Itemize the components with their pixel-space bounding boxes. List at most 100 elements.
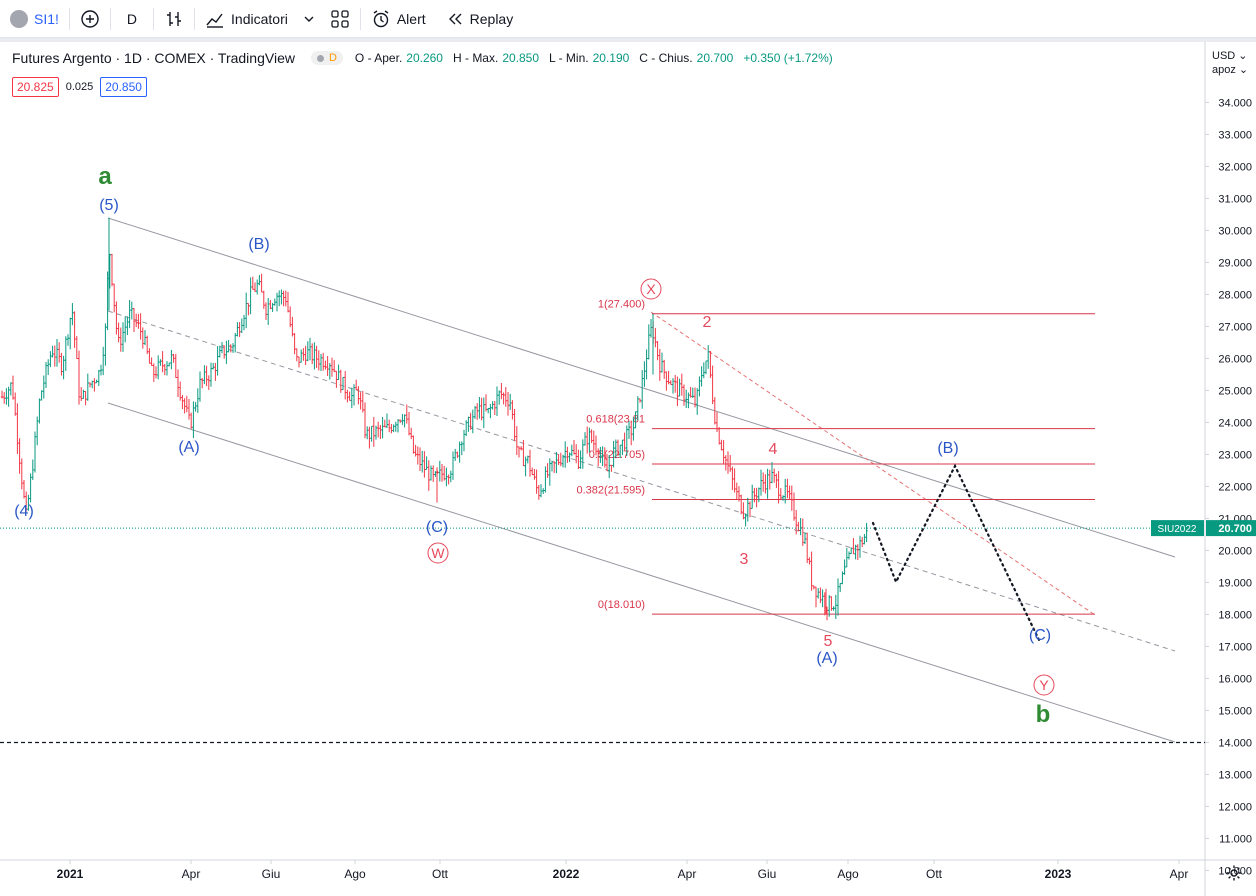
ohlc-bar	[570, 444, 573, 457]
compare-button[interactable]	[70, 0, 110, 38]
ohlc-bar	[251, 276, 254, 290]
price-axis	[1205, 42, 1256, 896]
ohlc-bar	[143, 330, 147, 346]
price-tick-label: 13.000	[1218, 770, 1252, 782]
ohlc-bar	[418, 447, 422, 471]
buy-price-button[interactable]: 20.850	[100, 77, 147, 97]
ohlc-bar	[379, 424, 382, 440]
toolbar-separator-band	[0, 38, 1256, 42]
ohlc-bar	[264, 302, 268, 320]
ohlc-bar	[31, 459, 34, 481]
ohlc-bar	[467, 416, 470, 432]
ohlc-bar	[152, 363, 155, 382]
ohlc-bar	[317, 350, 320, 371]
ohlc-bar	[429, 465, 433, 481]
wave-label-C1: (C)	[426, 519, 448, 536]
templates-button[interactable]	[320, 0, 360, 38]
ohlc-bar	[810, 551, 813, 591]
ohlc-bar	[768, 469, 771, 490]
ohlc-bar	[819, 587, 822, 604]
ohlc-bar	[610, 464, 613, 472]
ohlc-bar	[524, 456, 527, 477]
ohlc-bar	[234, 332, 237, 353]
ohlc-bar	[746, 497, 749, 522]
wave-label-b: b	[1036, 701, 1051, 728]
chevron-down-icon: ⌄	[1238, 64, 1249, 76]
ohlc-bar	[36, 416, 39, 446]
price-tick-label: 12.000	[1218, 802, 1252, 814]
ohlc-bar	[753, 487, 756, 503]
symbol-search-button[interactable]: SI1!	[0, 0, 69, 38]
chart-settings-button[interactable]	[1225, 864, 1245, 884]
ohlc-bar	[520, 446, 523, 451]
ohlc-bar	[385, 413, 389, 429]
ohlc-bar	[685, 389, 688, 409]
ohlc-bar	[669, 380, 672, 386]
ohlc-bar	[319, 353, 323, 372]
ohlc-bar	[707, 345, 710, 369]
chevron-down-icon	[304, 16, 314, 22]
interval-button[interactable]: D	[111, 0, 153, 38]
ohlc-bar	[539, 484, 543, 498]
replay-button[interactable]: Replay	[436, 0, 524, 38]
chart-style-button[interactable]	[154, 0, 194, 38]
ohlc-bar	[445, 467, 448, 487]
ohlc-bar	[174, 353, 177, 379]
alert-button[interactable]: Alert	[361, 0, 436, 38]
ohlc-bar	[170, 349, 173, 370]
rewind-icon	[448, 13, 462, 24]
ohlc-bar	[674, 374, 677, 393]
ohlc-bar	[253, 282, 257, 292]
ohlc-bar	[110, 253, 114, 287]
time-tick-label: Apr	[678, 867, 697, 881]
price-axis-controls: USD ⌄ apoz ⌄	[1212, 46, 1248, 80]
ohlc-bar	[790, 485, 793, 511]
ohlc-bar	[308, 337, 312, 361]
interval-label: D	[126, 10, 138, 27]
wave-label-W-circle	[427, 542, 449, 564]
ohlc-bar	[212, 362, 215, 370]
indicators-dropdown-button[interactable]	[298, 0, 320, 38]
ohlc-bar	[834, 594, 837, 619]
ohlc-bar	[18, 438, 21, 474]
ohlc-bar	[280, 289, 283, 305]
ohlc-bar	[82, 389, 85, 399]
ohlc-bar	[69, 317, 72, 350]
alarm-clock-icon	[373, 9, 389, 27]
ohlc-bar	[456, 451, 459, 459]
ohlc-bar	[229, 344, 232, 353]
channel-lower-line	[107, 402, 1176, 743]
ohlc-bar	[60, 352, 63, 376]
ohlc-bar	[676, 376, 679, 407]
badge-label: D	[328, 52, 337, 64]
ohlc-bar	[38, 398, 41, 424]
data-source-badge[interactable]: D	[310, 51, 343, 65]
replay-label: Replay	[469, 10, 514, 27]
wave-label-3: 3	[740, 551, 749, 568]
currency-selector[interactable]: USD ⌄	[1212, 46, 1248, 66]
ohlc-bar	[401, 414, 404, 425]
ohlc-bar	[115, 301, 118, 335]
sell-price-button[interactable]: 20.825	[12, 77, 59, 97]
ohlc-bar	[55, 339, 59, 367]
ohlc-bar	[297, 356, 301, 368]
unit-selector[interactable]: apoz ⌄	[1212, 60, 1248, 80]
ohlc-bar	[293, 333, 296, 355]
ohlc-bar	[742, 502, 745, 520]
ohlc-bar	[146, 335, 149, 354]
ohlc-bar	[841, 571, 844, 585]
indicators-button[interactable]: Indicatori	[195, 0, 298, 38]
last-price-symbol-label: SIU2022	[1158, 524, 1197, 535]
ohlc-bar	[286, 291, 290, 313]
ohlc-bar	[99, 364, 103, 376]
ohlc-bar	[91, 380, 94, 389]
symbol-logo-icon	[10, 9, 28, 28]
ohlc-bar	[427, 460, 430, 491]
price-tick-label: 22.000	[1218, 482, 1252, 494]
ohlc-bar	[337, 364, 340, 381]
ohlc-bar	[564, 441, 567, 468]
ohlc-bar	[462, 429, 466, 452]
price-tick-label: 11.000	[1219, 834, 1252, 846]
ohlc-bar	[731, 466, 734, 491]
